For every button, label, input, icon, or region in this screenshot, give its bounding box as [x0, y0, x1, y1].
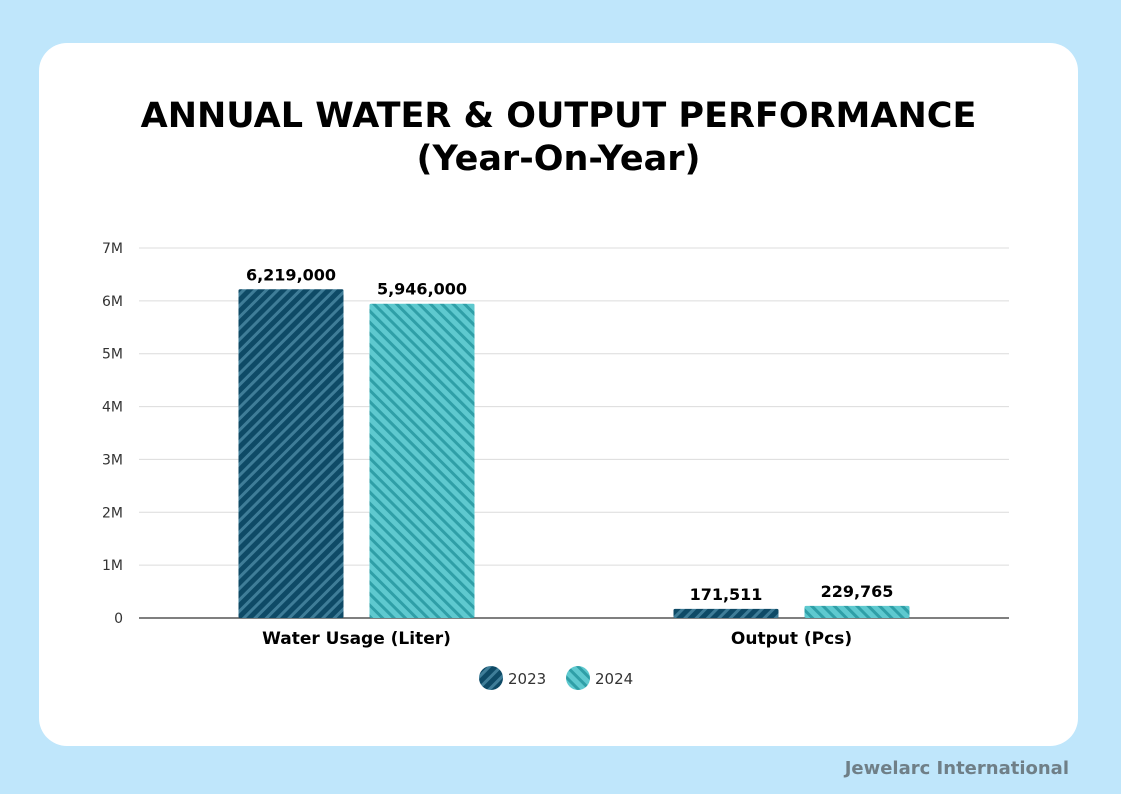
category-label: Output (Pcs) [731, 629, 852, 649]
legend-swatch-2024 [566, 666, 590, 690]
bar-2023-1 [673, 608, 779, 618]
legend-label-2023: 2023 [508, 670, 546, 688]
category-label: Water Usage (Liter) [262, 629, 451, 649]
legend-swatch-2023 [479, 666, 503, 690]
data-label: 5,946,000 [377, 280, 467, 299]
y-tick-label: 4M [102, 400, 123, 416]
chart-title-line2: (Year-On-Year) [416, 139, 701, 179]
data-label: 229,765 [821, 582, 894, 601]
chart-title-line1: ANNUAL WATER & OUTPUT PERFORMANCE [140, 96, 977, 136]
y-tick-label: 6M [102, 294, 123, 310]
bar-2024-1 [804, 605, 910, 618]
chart-title: ANNUAL WATER & OUTPUT PERFORMANCE (Year-… [39, 95, 1078, 181]
data-labels: 6,219,000 5,946,000 Water Usage (Liter) 171… [246, 265, 893, 649]
bars [238, 289, 910, 618]
y-tick-label: 7M [102, 241, 123, 257]
y-tick-label: 2M [102, 505, 123, 521]
data-label: 171,511 [690, 585, 763, 604]
data-label: 6,219,000 [246, 265, 336, 284]
chart-card: ANNUAL WATER & OUTPUT PERFORMANCE (Year-… [39, 43, 1078, 746]
footer-brand: Jewelarc International [844, 758, 1069, 779]
bar-2024-0 [369, 303, 475, 618]
legend: 2023 2024 [479, 666, 633, 690]
legend-label-2024: 2024 [595, 670, 633, 688]
y-tick-label: 5M [102, 347, 123, 363]
grid-lines: 0 1M 2M 3M 4M 5M 6M 7M [102, 241, 1009, 627]
y-tick-label: 1M [102, 558, 123, 574]
bar-2023-0 [238, 289, 344, 618]
y-tick-label: 3M [102, 452, 123, 468]
y-tick-label: 0 [114, 611, 123, 627]
